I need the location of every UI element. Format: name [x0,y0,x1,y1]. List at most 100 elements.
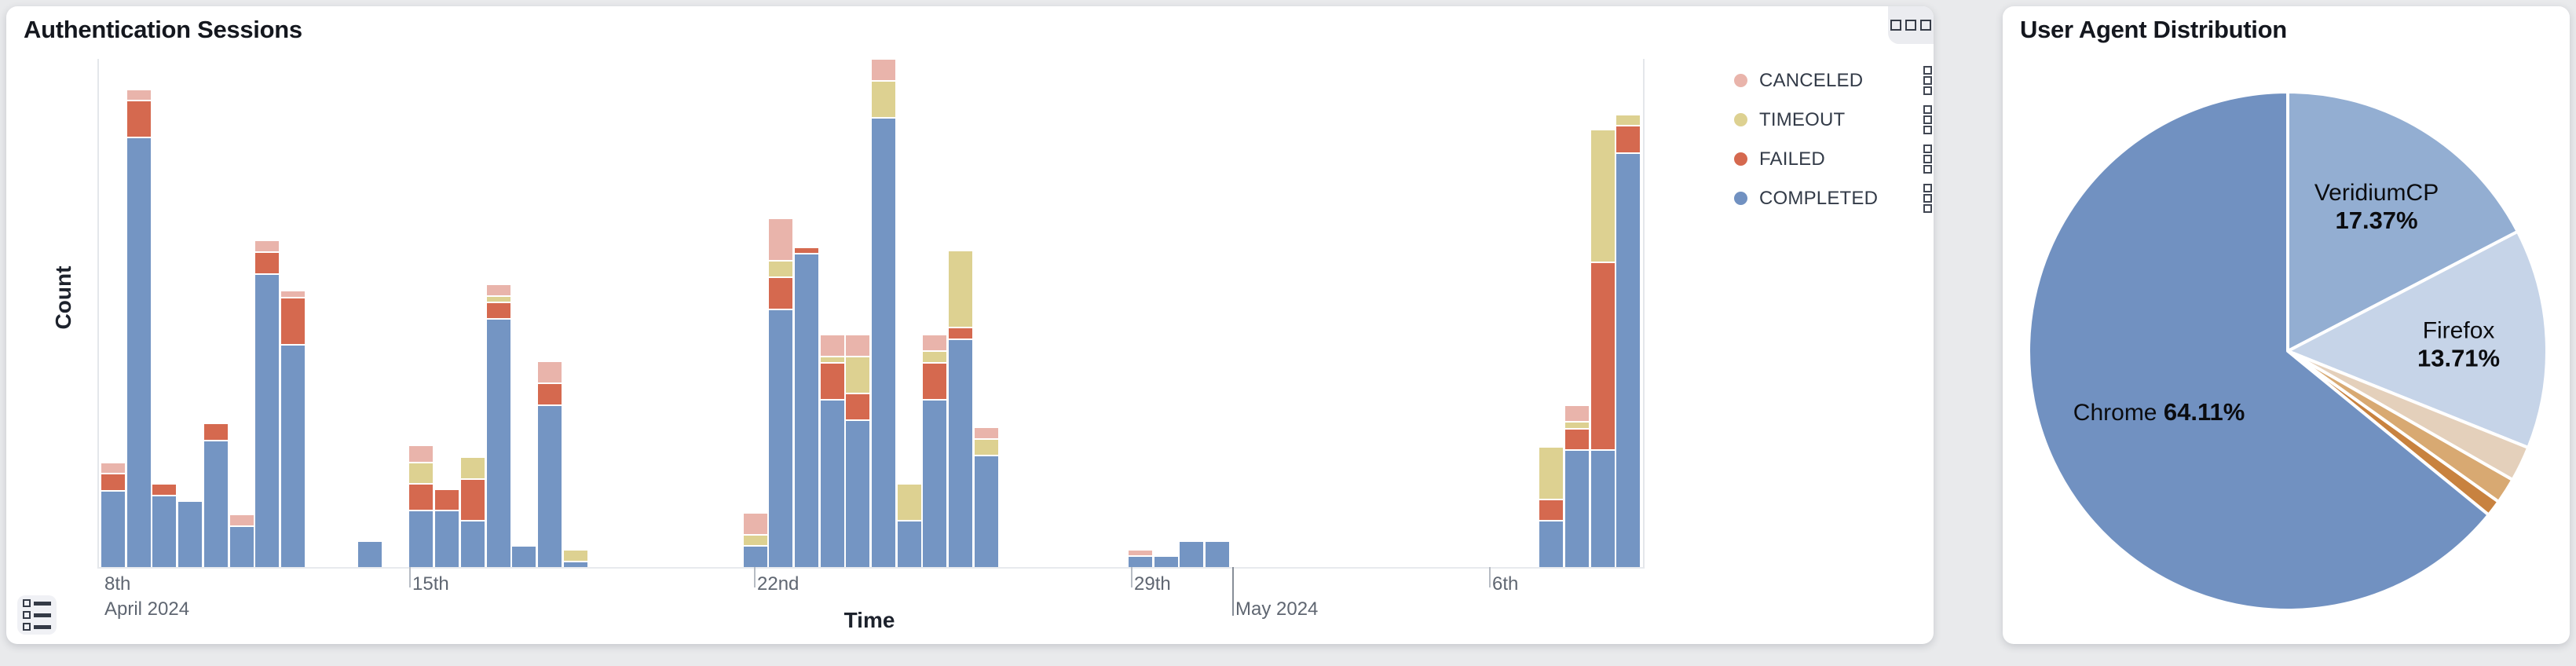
stacked-bar[interactable] [846,335,870,567]
bar-segment-c[interactable] [178,501,203,567]
bar-segment-c[interactable] [897,521,921,567]
stacked-bar[interactable] [769,219,793,567]
legend-item-completed[interactable]: COMPLETED [1734,184,1932,213]
stacked-bar[interactable] [255,241,280,567]
bar-segment-f[interactable] [794,247,818,253]
bar-segment-t[interactable] [460,458,485,478]
bar-segment-t[interactable] [486,296,510,302]
bar-segment-t[interactable] [1539,448,1564,499]
bar-segment-f[interactable] [255,252,280,273]
pie-slice-Firefox[interactable] [2286,229,2549,450]
bar-segment-f[interactable] [203,424,228,440]
bar-segment-c[interactable] [563,562,587,567]
stacked-bar[interactable] [486,284,510,567]
stacked-bar[interactable] [1564,406,1589,567]
bar-segment-x[interactable] [126,90,151,101]
stacked-bar[interactable] [1590,130,1615,567]
legend-list-toggle-button[interactable] [17,595,57,635]
stacked-bar[interactable] [280,291,305,567]
legend-drag-handle-icon[interactable] [1923,145,1932,174]
stacked-bar[interactable] [460,458,485,567]
bar-segment-f[interactable] [460,479,485,521]
bar-segment-t[interactable] [563,550,587,561]
bar-segment-c[interactable] [1154,557,1178,567]
bar-segment-f[interactable] [820,364,844,400]
bar-segment-f[interactable] [1564,429,1589,450]
bar-segment-c[interactable] [280,345,305,567]
bar-segment-c[interactable] [1590,451,1615,567]
bar-segment-t[interactable] [846,357,870,393]
stacked-bar[interactable] [229,514,254,567]
bar-segment-c[interactable] [820,401,844,567]
bar-segment-x[interactable] [280,291,305,297]
legend-item-failed[interactable]: FAILED [1734,145,1932,174]
bar-segment-f[interactable] [1616,126,1641,152]
bar-segment-x[interactable] [537,362,562,382]
bar-segment-f[interactable] [486,303,510,319]
bar-segment-c[interactable] [255,274,280,567]
bar-segment-f[interactable] [537,383,562,404]
stacked-bar[interactable] [512,547,536,567]
bar-segment-c[interactable] [203,441,228,567]
bar-segment-x[interactable] [974,427,998,438]
bar-segment-c[interactable] [769,309,793,567]
pie-slice-Chrome[interactable] [2027,90,2490,612]
bar-segment-t[interactable] [409,463,434,484]
bar-segment-t[interactable] [949,251,973,328]
bar-segment-c[interactable] [949,340,973,567]
bar-segment-c[interactable] [460,521,485,567]
stacked-bar[interactable] [974,427,998,567]
bar-segment-c[interactable] [152,496,177,567]
bar-segment-c[interactable] [101,491,125,567]
bar-segment-f[interactable] [846,393,870,419]
bar-segment-t[interactable] [1590,130,1615,262]
bar-segment-c[interactable] [358,541,382,567]
stacked-bar[interactable] [1129,550,1152,567]
bar-segment-t[interactable] [820,357,844,363]
bar-segment-f[interactable] [126,101,151,137]
stacked-bar[interactable] [1154,557,1178,567]
bar-segment-x[interactable] [769,219,793,260]
stacked-bar[interactable] [872,60,895,567]
pie-slice-VeridiumCP[interactable] [2286,90,2519,353]
stacked-bar[interactable] [126,90,151,567]
legend-item-canceled[interactable]: CANCELED [1734,66,1932,95]
bar-segment-c[interactable] [435,511,459,567]
bar-segment-x[interactable] [923,335,947,351]
bar-segment-c[interactable] [486,320,510,567]
legend-item-timeout[interactable]: TIMEOUT [1734,105,1932,134]
stacked-bar[interactable] [794,247,818,567]
stacked-bar[interactable] [409,446,434,567]
bar-segment-f[interactable] [435,489,459,510]
legend-drag-handle-icon[interactable] [1923,184,1932,213]
stacked-bar[interactable] [152,485,177,567]
bar-segment-f[interactable] [409,485,434,510]
bar-segment-x[interactable] [101,463,125,474]
bar-segment-f[interactable] [101,474,125,490]
card-menu-button[interactable] [1888,6,1934,44]
stacked-bar[interactable] [537,362,562,567]
bar-segment-t[interactable] [1616,115,1641,126]
stacked-bar[interactable] [101,463,125,567]
bar-segment-x[interactable] [255,241,280,251]
bar-segment-t[interactable] [897,485,921,521]
bar-segment-c[interactable] [1206,541,1230,567]
stacked-bar[interactable] [1616,115,1641,567]
bar-segment-c[interactable] [923,401,947,567]
stacked-bar[interactable] [923,335,947,567]
stacked-bar[interactable] [1539,448,1564,567]
bar-segment-t[interactable] [974,439,998,455]
bar-segment-c[interactable] [229,526,254,567]
bar-segment-f[interactable] [769,278,793,309]
bar-segment-c[interactable] [794,254,818,567]
stacked-bar[interactable] [563,550,587,567]
bar-segment-f[interactable] [280,298,305,344]
bar-segment-c[interactable] [537,405,562,567]
bar-segment-x[interactable] [1564,406,1589,422]
bar-segment-c[interactable] [409,511,434,567]
bar-segment-c[interactable] [974,456,998,567]
stacked-bar[interactable] [178,501,203,567]
stacked-bar[interactable] [897,485,921,567]
bar-segment-t[interactable] [743,535,767,546]
bar-segment-c[interactable] [512,547,536,567]
